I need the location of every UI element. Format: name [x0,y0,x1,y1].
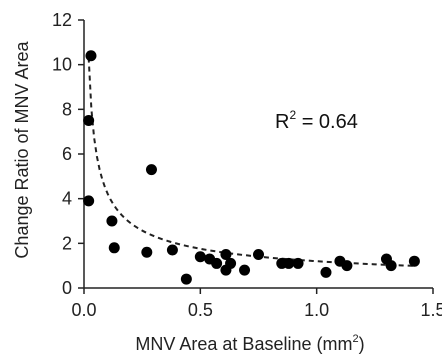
r-squared-prefix: R [275,111,289,133]
data-point [85,50,97,62]
data-point [239,264,251,276]
data-point [211,257,223,269]
data-point [341,260,353,272]
data-points [83,50,420,285]
data-point [283,257,295,269]
y-tick-label: 10 [52,55,72,75]
x-axis-title: MNV Area at Baseline (mm2) [135,333,364,354]
data-point [106,215,118,227]
r-squared-sup: 2 [289,108,296,122]
data-point [83,115,95,126]
data-point [180,273,192,285]
y-tick-label: 4 [62,189,72,209]
data-point [253,249,264,260]
x-axis-title-end: ) [359,334,365,354]
y-tick-label: 8 [62,99,72,119]
data-point [108,242,120,254]
x-axis-title-sup: 2 [352,333,358,345]
data-point [166,244,178,256]
data-point [83,195,95,207]
y-tick-label: 6 [62,144,72,164]
data-point [408,255,420,267]
trendline [87,57,417,267]
x-tick-label: 0.5 [188,300,213,320]
x-tick-label: 0.0 [71,300,96,320]
data-point [141,246,153,258]
x-axis-title-main: MNV Area at Baseline (mm [135,334,352,354]
data-point [145,164,157,176]
x-tick-label: 1.5 [420,300,442,320]
data-point [194,251,206,263]
r-squared-annotation: R2 = 0.64 [275,108,358,133]
data-point [220,249,232,260]
x-tick-label: 1.0 [304,300,329,320]
data-point [292,257,304,269]
data-point [385,260,397,272]
y-axis: 0 2 4 6 8 10 12 [52,10,85,298]
x-axis: 0.0 0.5 1.0 1.5 [71,287,442,320]
r-squared-suffix: = 0.64 [296,111,358,133]
y-tick-label: 0 [62,278,72,298]
data-point [225,257,237,269]
y-tick-label: 2 [62,233,72,253]
data-point [320,266,332,278]
y-tick-label: 12 [52,10,72,30]
y-axis-title: Change Ratio of MNV Area [12,40,32,258]
